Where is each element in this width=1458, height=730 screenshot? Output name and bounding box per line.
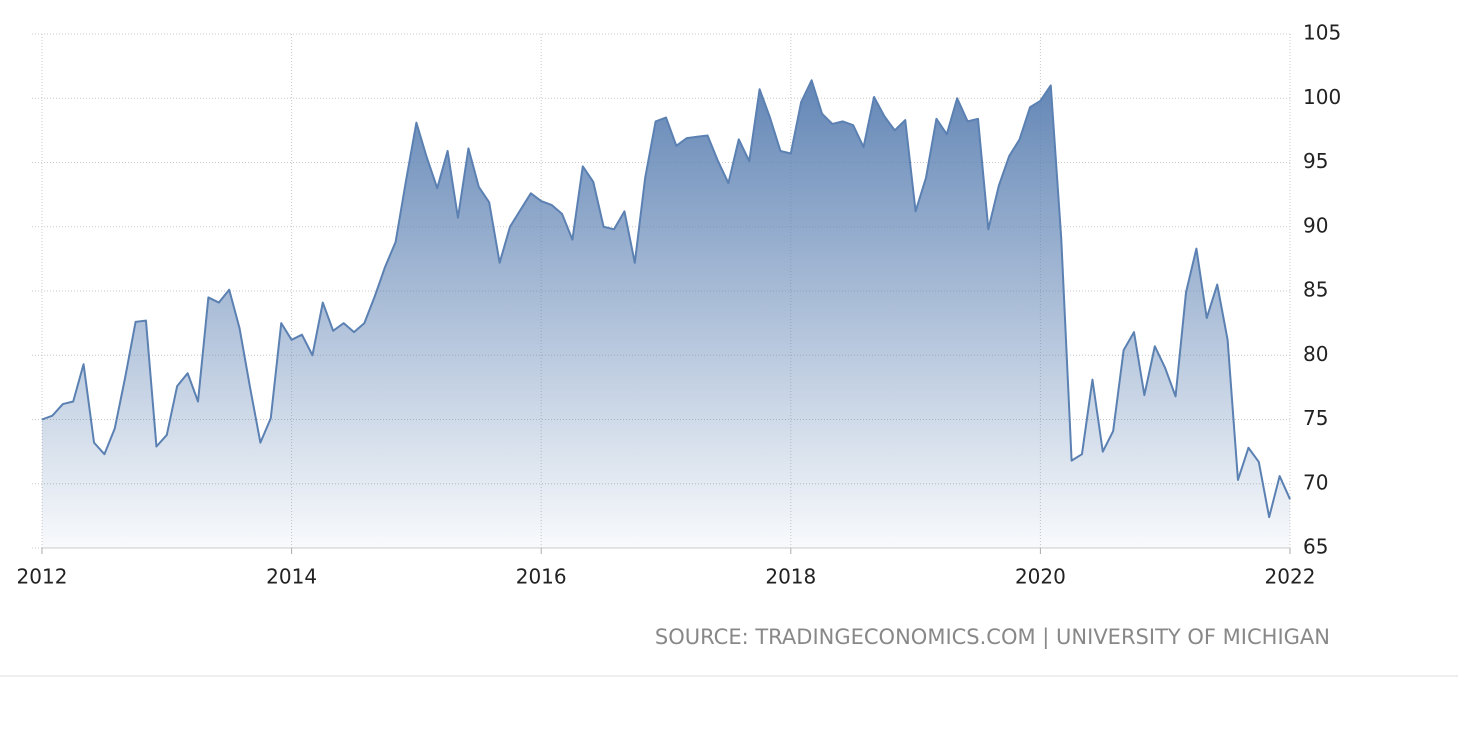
y-tick-label: 85 (1303, 278, 1328, 302)
y-tick-label: 100 (1303, 85, 1341, 109)
x-tick-label: 2012 (17, 565, 68, 589)
y-tick-label: 90 (1303, 213, 1328, 237)
y-tick-label: 80 (1303, 342, 1328, 366)
area (42, 80, 1290, 548)
x-tick-label: 2018 (765, 565, 816, 589)
x-tick-label: 2020 (1015, 565, 1066, 589)
y-tick-label: 65 (1303, 535, 1328, 559)
y-tick-label: 70 (1303, 470, 1328, 494)
line (41, 79, 1291, 519)
source: SOURCE: TRADINGECONOMICS.COM | UNIVERSIT… (655, 625, 1330, 650)
x-tick-label: 2014 (266, 565, 317, 589)
y-tick-label: 75 (1303, 406, 1328, 430)
x-tick-label: 2022 (1265, 565, 1316, 589)
y-tick-label: 105 (1303, 21, 1341, 45)
y-tick-label: 95 (1303, 149, 1328, 173)
x-tick-label: 2016 (516, 565, 567, 589)
